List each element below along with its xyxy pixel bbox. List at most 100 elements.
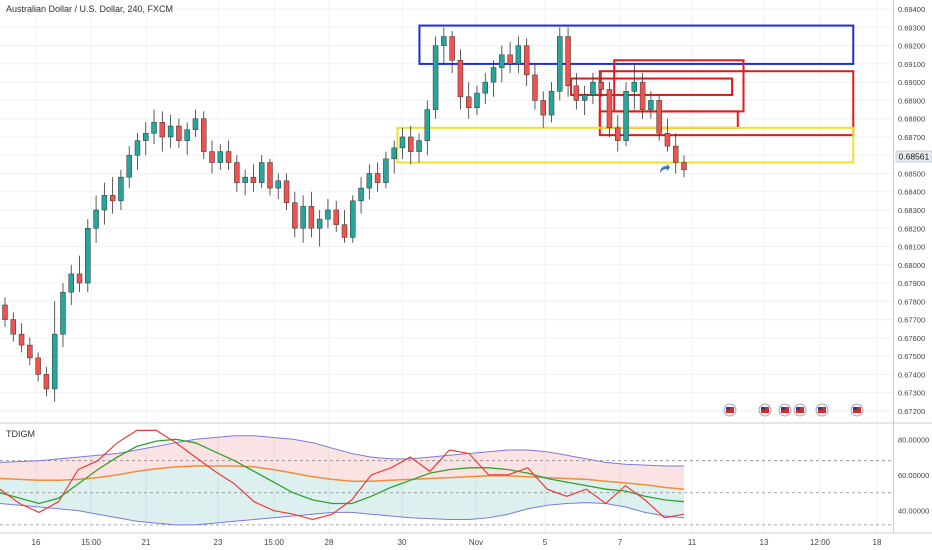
event-flag-glyph: [796, 407, 800, 410]
signal-line: [0, 438, 685, 505]
bear-candle: [225, 140, 232, 170]
candle-body: [2, 304, 8, 320]
candle-body: [43, 374, 50, 390]
bear-candle: [664, 118, 671, 152]
candle-body: [432, 45, 439, 110]
event-flag-icon[interactable]: [758, 403, 772, 417]
price-tick-label: 0.68300: [898, 206, 925, 215]
candle-body: [532, 74, 538, 101]
time-tick-label: 13: [760, 538, 769, 547]
bear-candle: [573, 73, 580, 110]
candle-body: [631, 81, 638, 92]
candle-body: [490, 67, 497, 83]
candle-body: [341, 224, 348, 238]
price-tick-label: 0.69000: [898, 78, 925, 87]
candle-body: [267, 162, 273, 189]
candle-body: [623, 91, 629, 141]
bear-candle: [333, 200, 339, 232]
candle-body: [159, 122, 166, 138]
event-flag-icon[interactable]: [793, 403, 807, 417]
bull-candle: [515, 36, 522, 74]
symbol-title: Australian Dollar / U.S. Dollar, 240, FX…: [6, 4, 173, 14]
bull-candle: [85, 219, 91, 293]
candle-body: [316, 218, 323, 229]
candle-body: [350, 200, 356, 238]
lower-band-line: [0, 502, 685, 526]
price-tick-label: 0.67700: [898, 316, 925, 325]
bear-candle: [341, 210, 348, 243]
price-tick-label: 0.68400: [898, 188, 925, 197]
bull-candle: [358, 177, 364, 214]
blue-zone: [418, 24, 855, 65]
candle-body: [523, 45, 530, 76]
bull-candle: [275, 173, 281, 200]
candle-body: [101, 195, 108, 211]
candle-body: [167, 125, 174, 138]
price-tick-label: 0.67600: [898, 334, 925, 343]
replay-icon[interactable]: [660, 164, 670, 173]
bull-candle: [316, 210, 323, 247]
event-flag-glyph: [761, 407, 765, 410]
bull-candle: [184, 122, 190, 156]
candle-body: [416, 140, 422, 152]
candle-body: [441, 36, 447, 46]
candle-body: [656, 100, 662, 134]
bull-candle: [432, 36, 439, 119]
candle-body: [507, 54, 513, 65]
event-flag-icon[interactable]: [723, 403, 737, 417]
candle-body: [465, 96, 472, 108]
bull-candle: [391, 140, 397, 174]
indicator-label: TDIGM: [6, 429, 35, 439]
candle-body: [383, 158, 389, 183]
price-tick-label: 0.68900: [898, 96, 925, 105]
candle-body: [283, 180, 290, 203]
bull-candle: [101, 182, 108, 225]
price-tick-label: 0.68100: [898, 243, 925, 252]
bear-candle: [200, 111, 207, 159]
event-flag-icon[interactable]: [850, 403, 864, 417]
price-tick-label: 0.68800: [898, 115, 925, 124]
bull-candle: [623, 82, 629, 147]
candle-body: [540, 100, 546, 116]
bull-candle: [242, 169, 248, 196]
bull-candle: [151, 109, 157, 145]
event-flag-glyph: [818, 407, 822, 410]
candles: [2, 27, 687, 402]
bear-candle: [2, 297, 8, 327]
event-flag-icon[interactable]: [815, 403, 829, 417]
bear-candle: [109, 177, 116, 214]
bear-candle: [209, 140, 215, 174]
upper-band-line: [0, 435, 684, 467]
bear-candle: [76, 255, 83, 293]
candle-body: [374, 173, 381, 183]
event-flag-glyph: [726, 407, 730, 410]
event-markers[interactable]: [723, 403, 864, 417]
price-tick-label: 0.68700: [898, 133, 925, 142]
candle-body: [515, 45, 522, 65]
bear-candle: [532, 63, 538, 110]
candle-body: [399, 136, 406, 149]
candle-body: [606, 89, 613, 129]
bull-candle: [325, 199, 331, 229]
bear-candle: [374, 162, 381, 192]
indicator-tick-label: 40.00000: [898, 507, 929, 516]
bull-candle: [300, 195, 306, 243]
time-tick-label: 28: [325, 538, 334, 547]
candle-body: [143, 133, 149, 141]
bear-candle: [43, 367, 50, 397]
price-tick-label: 0.68000: [898, 261, 925, 270]
candle-body: [134, 140, 141, 156]
grid: [0, 0, 893, 532]
bear-candle: [565, 27, 571, 97]
bear-candle: [540, 91, 546, 128]
price-tick-label: 0.69200: [898, 42, 925, 51]
candle-body: [325, 209, 331, 220]
event-flag-icon[interactable]: [778, 403, 792, 417]
bear-candle: [598, 71, 604, 97]
candle-body: [664, 133, 671, 147]
bear-candle: [283, 173, 290, 210]
candle-body: [557, 36, 563, 92]
